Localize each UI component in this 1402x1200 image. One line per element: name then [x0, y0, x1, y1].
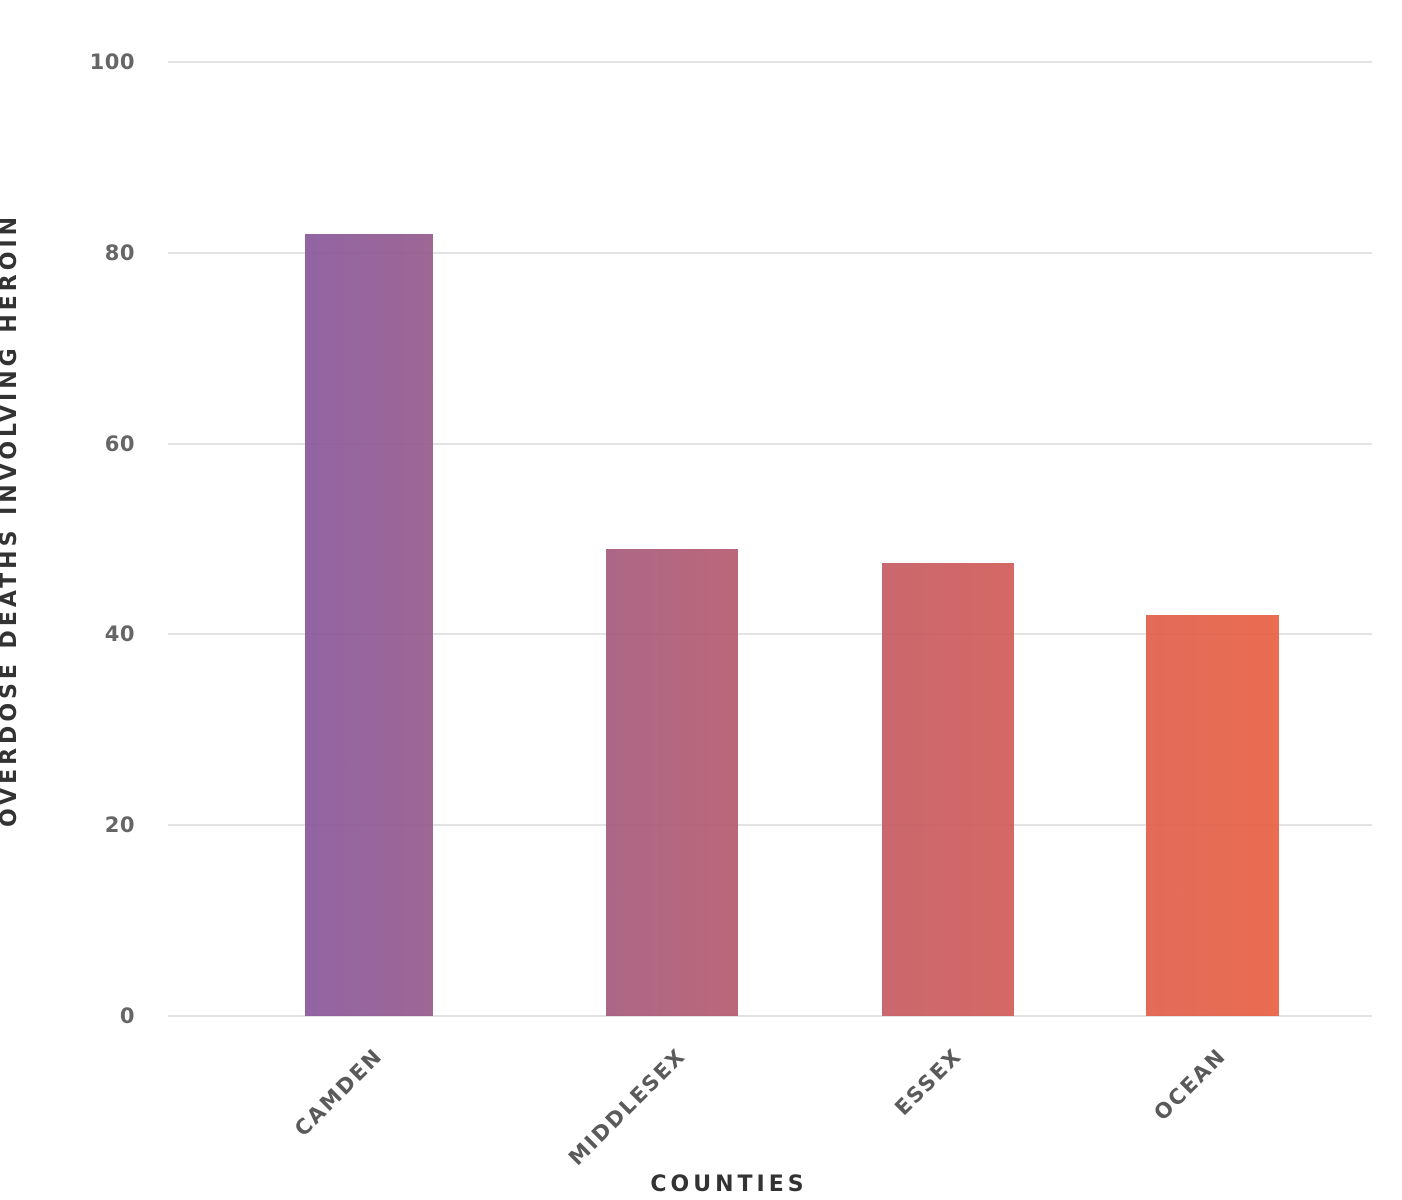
- y-tick-label: 60: [104, 431, 135, 456]
- x-axis-title: COUNTIES: [650, 1172, 808, 1197]
- y-tick-label: 100: [89, 50, 135, 74]
- y-tick-label: 0: [119, 1004, 135, 1028]
- gridline: [168, 251, 1372, 254]
- y-tick-label: 40: [104, 622, 135, 647]
- bar-camden[interactable]: [305, 233, 433, 1016]
- bar-middlesex[interactable]: [606, 548, 738, 1016]
- gridline: [168, 61, 1372, 63]
- y-axis-title: OVERDOSE DEATHS INVOLVING HEROIN: [0, 212, 22, 828]
- x-tick-label: OCEAN: [1149, 1043, 1231, 1126]
- bar-ocean[interactable]: [1146, 615, 1279, 1016]
- x-tick-label: CAMDEN: [289, 1043, 388, 1142]
- gridline: [168, 442, 1372, 445]
- y-tick-label: 20: [104, 813, 135, 838]
- gridline: [168, 633, 1372, 636]
- x-tick-label: ESSEX: [889, 1043, 967, 1121]
- gridline: [168, 1015, 1372, 1017]
- x-tick-label: MIDDLESEX: [563, 1043, 691, 1171]
- bar-essex[interactable]: [882, 562, 1014, 1016]
- y-tick-label: 80: [104, 240, 135, 265]
- gridline: [168, 824, 1372, 827]
